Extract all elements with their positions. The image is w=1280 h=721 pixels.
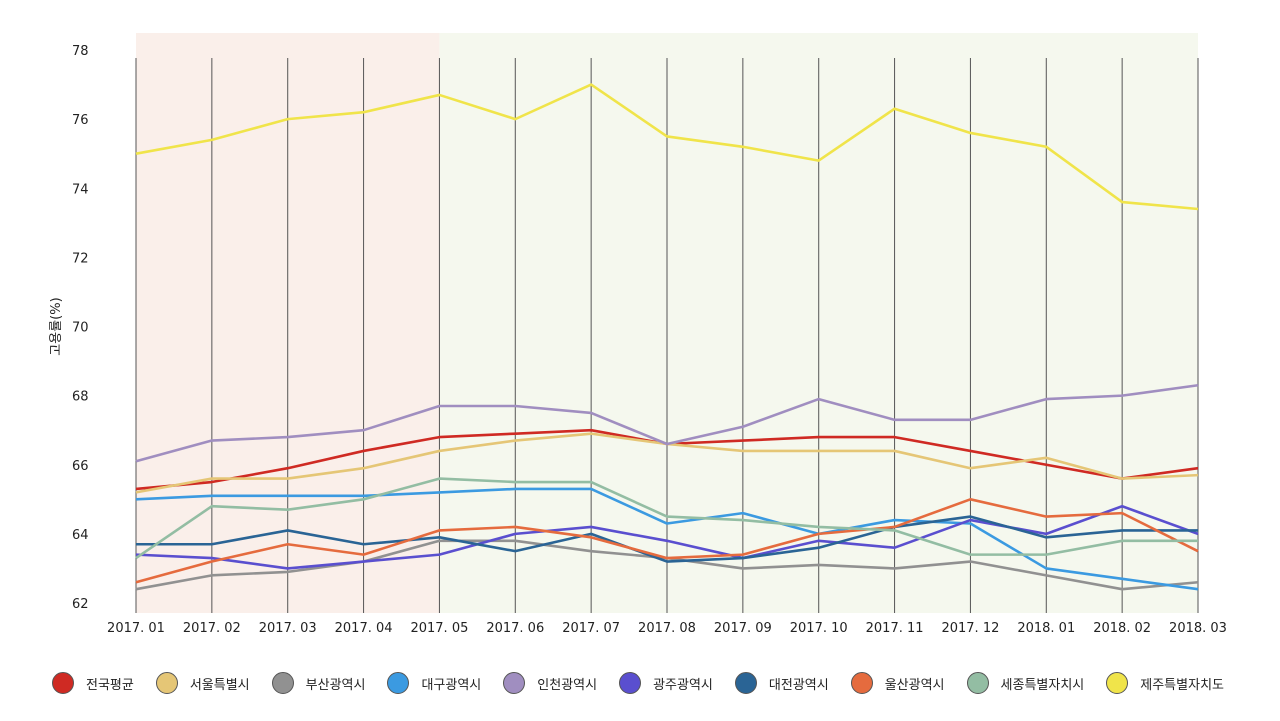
legend-label: 부산광역시: [305, 677, 366, 693]
x-tick-label: 2017. 07: [562, 621, 620, 636]
y-axis-ticks: 62 64 66 68 70 72 74 76 78: [72, 44, 89, 612]
x-tick-label: 2017. 08: [638, 621, 696, 636]
legend-swatch: [155, 672, 178, 694]
x-tick-label: 2017. 12: [941, 621, 999, 636]
legend-item: 부산광역시: [271, 672, 366, 694]
legend-label: 광주광역시: [653, 677, 713, 693]
x-tick-label: 2017. 11: [866, 621, 924, 636]
y-tick-label: 70: [72, 321, 89, 336]
x-tick-label: 2017. 02: [183, 621, 241, 636]
x-tick-label: 2017. 06: [486, 621, 544, 636]
legend-label: 세종특별자치시: [1000, 677, 1085, 693]
series-line: [135, 477, 1198, 560]
y-tick-label: 62: [72, 597, 89, 612]
series-line: [136, 515, 1198, 563]
y-tick-label: 74: [72, 182, 89, 197]
y-axis-label: 고용률(%): [49, 297, 64, 355]
legend-label: 대구광역시: [421, 677, 482, 693]
legend-label: 인천광역시: [537, 677, 598, 693]
legend-item: 세종특별자치시: [966, 672, 1085, 694]
x-tick-label: 2017. 10: [790, 621, 848, 636]
y-tick-label: 68: [72, 390, 89, 405]
y-tick-label: 76: [72, 113, 89, 128]
legend-label: 서울특별시: [189, 677, 250, 693]
series-line: [135, 83, 1199, 211]
x-tick-label: 2018. 02: [1093, 621, 1151, 636]
x-tick-label: 2017. 05: [410, 621, 468, 636]
legend-swatch: [619, 672, 642, 694]
y-tick-label: 66: [72, 459, 89, 474]
x-tick-label: 2017. 01: [107, 621, 165, 636]
x-tick-label: 2017. 03: [259, 621, 317, 636]
x-tick-label: 2017. 04: [335, 621, 393, 636]
legend-item: 제주특별자치도: [1106, 672, 1224, 694]
legend-item: 울산광역시: [850, 672, 945, 694]
vertical-gridlines: [135, 58, 1199, 613]
legend-swatch: [387, 672, 410, 694]
series-lines: [135, 83, 1199, 591]
legend-label: 대전광역시: [768, 677, 829, 693]
legend-swatch: [734, 672, 757, 694]
legend-swatch: [1106, 672, 1129, 694]
legend-item: 대구광역시: [387, 672, 481, 694]
legend-item: 서울특별시: [155, 672, 250, 694]
legend-swatch: [966, 672, 989, 694]
y-tick-label: 78: [72, 44, 89, 59]
legend-label: 전국평균: [86, 677, 134, 693]
legend-label: 제주특별자치도: [1140, 677, 1224, 693]
legend-item: 대전광역시: [734, 672, 829, 694]
x-tick-label: 2018. 03: [1169, 621, 1227, 636]
series-line: [135, 498, 1199, 584]
legend: 전국평균 서울특별시 부산광역시 대구광역시 인천광역시 광주광역시 대전광역시 울산광역시 세…: [52, 670, 1252, 696]
series-line: [135, 383, 1199, 463]
legend-swatch: [850, 672, 873, 694]
legend-item: 인천광역시: [503, 672, 597, 694]
y-tick-label: 64: [72, 528, 89, 543]
legend-swatch: [52, 672, 74, 694]
legend-item: 광주광역시: [619, 672, 713, 694]
legend-item: 전국평균: [52, 672, 134, 694]
x-tick-label: 2017. 09: [714, 621, 772, 636]
legend-swatch: [271, 672, 294, 694]
y-tick-label: 72: [72, 251, 89, 266]
x-tick-label: 2018. 01: [1017, 621, 1075, 636]
legend-label: 울산광역시: [884, 677, 945, 693]
legend-swatch: [503, 672, 526, 694]
x-axis-ticks: 2017. 01 2017. 02 2017. 03 2017. 04 2017. 05…: [107, 621, 1227, 636]
